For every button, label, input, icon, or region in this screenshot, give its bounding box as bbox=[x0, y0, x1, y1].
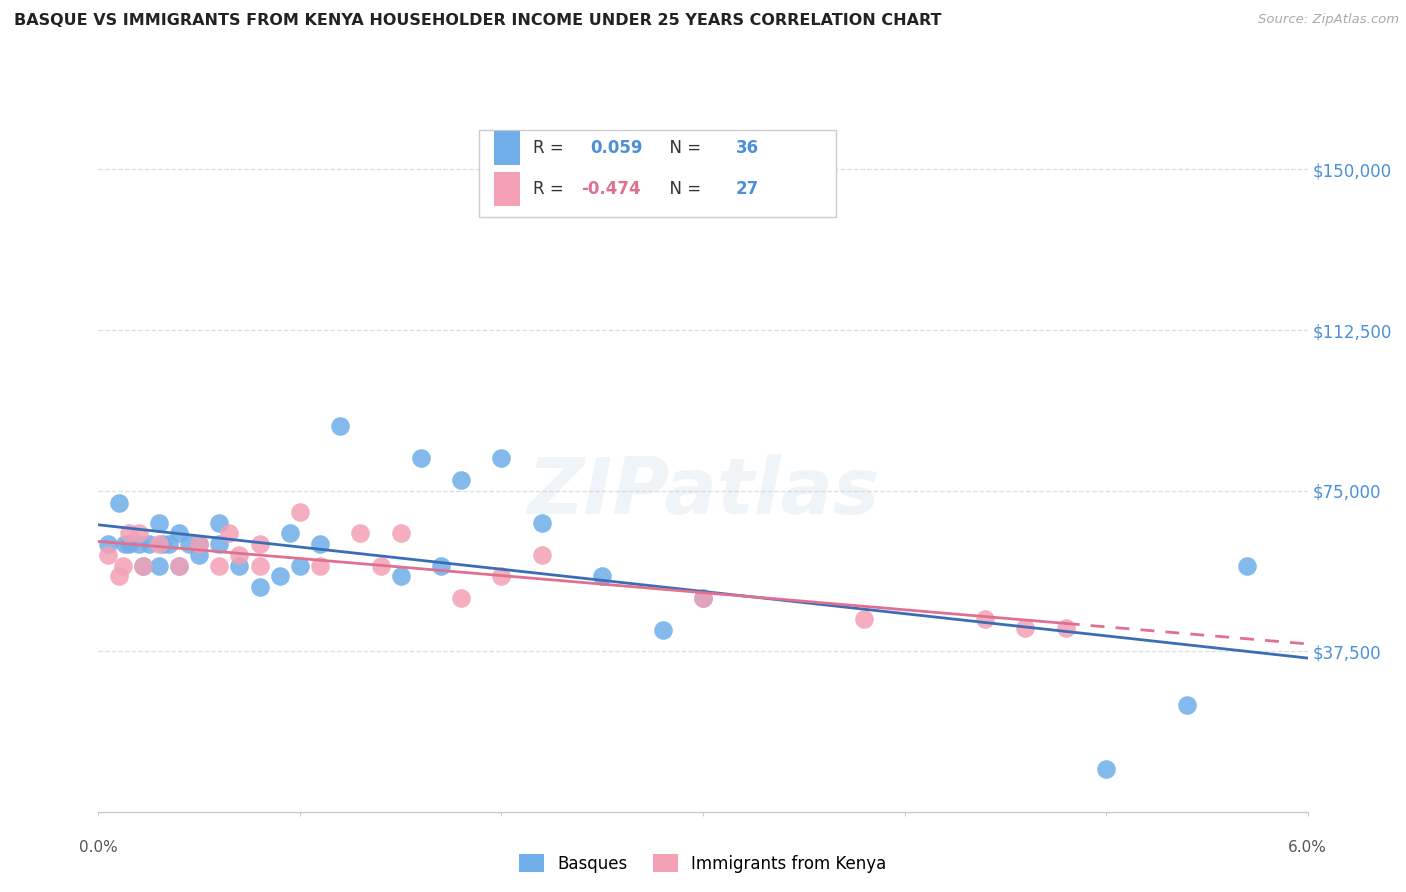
Point bbox=[97, 548, 120, 562]
Point bbox=[349, 526, 371, 541]
Text: 6.0%: 6.0% bbox=[1288, 839, 1327, 855]
Point bbox=[450, 591, 472, 605]
Point bbox=[208, 558, 231, 573]
Point bbox=[370, 558, 392, 573]
Point bbox=[179, 537, 201, 551]
Point bbox=[228, 558, 250, 573]
Point bbox=[530, 516, 553, 530]
Text: N =: N = bbox=[659, 139, 707, 157]
Text: -0.474: -0.474 bbox=[581, 180, 641, 198]
Point bbox=[118, 526, 141, 541]
Point bbox=[249, 537, 271, 551]
Point bbox=[288, 558, 311, 573]
Point bbox=[1095, 762, 1118, 776]
Point bbox=[188, 537, 211, 551]
Point bbox=[188, 537, 211, 551]
Legend: Basques, Immigrants from Kenya: Basques, Immigrants from Kenya bbox=[513, 847, 893, 880]
Point bbox=[329, 419, 352, 434]
Point bbox=[208, 516, 231, 530]
Point bbox=[1175, 698, 1198, 712]
Point bbox=[853, 612, 876, 626]
Point bbox=[128, 537, 150, 551]
Text: 36: 36 bbox=[735, 139, 759, 157]
Point bbox=[111, 558, 134, 573]
Text: 27: 27 bbox=[735, 180, 759, 198]
Point bbox=[692, 591, 714, 605]
Point bbox=[132, 558, 155, 573]
FancyBboxPatch shape bbox=[479, 130, 837, 217]
Point bbox=[114, 537, 136, 551]
Point bbox=[389, 526, 412, 541]
Point bbox=[591, 569, 613, 583]
Text: BASQUE VS IMMIGRANTS FROM KENYA HOUSEHOLDER INCOME UNDER 25 YEARS CORRELATION CH: BASQUE VS IMMIGRANTS FROM KENYA HOUSEHOL… bbox=[14, 13, 942, 29]
Point bbox=[249, 580, 271, 594]
Point bbox=[1014, 621, 1036, 635]
Point bbox=[228, 548, 250, 562]
Point bbox=[430, 558, 453, 573]
Point bbox=[269, 569, 291, 583]
Point bbox=[409, 451, 432, 466]
Point bbox=[107, 496, 129, 510]
Point bbox=[288, 505, 311, 519]
Point bbox=[138, 537, 160, 551]
Point bbox=[491, 451, 513, 466]
Point bbox=[1054, 621, 1077, 635]
Point bbox=[167, 558, 190, 573]
Point bbox=[148, 558, 170, 573]
Point bbox=[530, 548, 553, 562]
Point bbox=[148, 516, 170, 530]
Text: 0.0%: 0.0% bbox=[79, 839, 118, 855]
Point bbox=[309, 558, 332, 573]
Text: R =: R = bbox=[533, 180, 568, 198]
Point bbox=[974, 612, 997, 626]
Text: 0.059: 0.059 bbox=[591, 139, 643, 157]
Point bbox=[97, 537, 120, 551]
Bar bbox=[494, 172, 520, 205]
Bar bbox=[494, 131, 520, 165]
Point bbox=[389, 569, 412, 583]
Point bbox=[118, 537, 141, 551]
Point bbox=[157, 537, 180, 551]
Point bbox=[249, 558, 271, 573]
Point bbox=[128, 526, 150, 541]
Point bbox=[148, 537, 170, 551]
Point bbox=[218, 526, 240, 541]
Point bbox=[132, 558, 155, 573]
Point bbox=[208, 537, 231, 551]
Text: Source: ZipAtlas.com: Source: ZipAtlas.com bbox=[1258, 13, 1399, 27]
Point bbox=[651, 623, 673, 637]
Point bbox=[309, 537, 332, 551]
Text: N =: N = bbox=[659, 180, 707, 198]
Text: ZIPatlas: ZIPatlas bbox=[527, 454, 879, 530]
Point bbox=[491, 569, 513, 583]
Point bbox=[152, 537, 174, 551]
Point bbox=[450, 473, 472, 487]
Point bbox=[1236, 558, 1258, 573]
Point bbox=[167, 526, 190, 541]
Point bbox=[167, 558, 190, 573]
Point bbox=[107, 569, 129, 583]
Text: R =: R = bbox=[533, 139, 568, 157]
Point bbox=[692, 591, 714, 605]
Point bbox=[278, 526, 301, 541]
Point bbox=[188, 548, 211, 562]
